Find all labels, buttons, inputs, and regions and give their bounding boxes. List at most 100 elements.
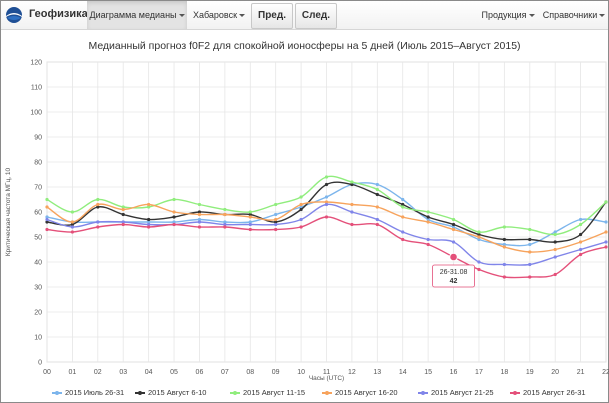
data-point[interactable]: [578, 217, 583, 222]
data-point[interactable]: [223, 207, 227, 212]
data-point[interactable]: [375, 192, 379, 197]
data-point[interactable]: [426, 215, 430, 219]
data-point[interactable]: [426, 210, 430, 214]
data-point[interactable]: [553, 230, 557, 234]
data-point[interactable]: [426, 242, 430, 247]
data-point[interactable]: [274, 202, 278, 207]
data-point[interactable]: [324, 175, 329, 179]
data-point[interactable]: [223, 212, 227, 217]
data-point[interactable]: [451, 217, 456, 222]
data-point[interactable]: [324, 200, 329, 204]
data-point[interactable]: [401, 215, 405, 219]
data-point[interactable]: [274, 222, 278, 227]
data-point[interactable]: [172, 220, 176, 224]
data-point[interactable]: [578, 252, 583, 257]
data-point[interactable]: [248, 222, 252, 227]
menu-station[interactable]: Хабаровск: [191, 1, 247, 29]
data-point[interactable]: [248, 220, 252, 224]
data-point[interactable]: [121, 205, 125, 209]
data-point[interactable]: [274, 220, 278, 224]
data-point[interactable]: [299, 207, 303, 212]
data-point[interactable]: [324, 182, 329, 187]
data-point[interactable]: [45, 205, 49, 209]
data-point[interactable]: [401, 197, 405, 202]
data-point[interactable]: [401, 202, 405, 207]
data-point[interactable]: [502, 262, 506, 267]
data-point[interactable]: [451, 240, 456, 244]
legend-item[interactable]: 2015 Июль 26-31: [52, 388, 124, 397]
data-point[interactable]: [248, 212, 252, 217]
data-point[interactable]: [197, 210, 202, 214]
data-point[interactable]: [299, 225, 303, 229]
legend-item[interactable]: 2015 Август 6-10: [135, 388, 206, 397]
data-point[interactable]: [604, 240, 608, 244]
data-point[interactable]: [121, 212, 125, 217]
data-point[interactable]: [96, 202, 100, 207]
data-point[interactable]: [426, 237, 430, 242]
data-point[interactable]: [477, 237, 481, 242]
data-point[interactable]: [578, 222, 583, 227]
data-point[interactable]: [324, 195, 329, 199]
data-point[interactable]: [502, 275, 506, 279]
data-point[interactable]: [553, 272, 557, 277]
data-point[interactable]: [401, 230, 405, 234]
menu-products[interactable]: Продукция: [479, 1, 537, 29]
data-point[interactable]: [299, 217, 303, 222]
data-point[interactable]: [223, 225, 227, 229]
data-point[interactable]: [477, 235, 481, 239]
data-point[interactable]: [502, 237, 506, 242]
data-point[interactable]: [147, 202, 151, 207]
data-point[interactable]: [274, 217, 278, 222]
data-point[interactable]: [96, 220, 100, 224]
data-point[interactable]: [299, 195, 303, 199]
legend-item[interactable]: 2015 Август 16-20: [322, 388, 398, 397]
data-point[interactable]: [197, 212, 202, 217]
data-point[interactable]: [477, 230, 481, 234]
data-point[interactable]: [553, 247, 557, 252]
menu-reference[interactable]: Справочники: [541, 1, 607, 29]
data-point[interactable]: [350, 210, 354, 214]
data-point[interactable]: [96, 205, 100, 209]
data-point[interactable]: [274, 227, 278, 232]
data-point[interactable]: [147, 205, 151, 209]
data-point[interactable]: [604, 230, 608, 234]
data-point[interactable]: [172, 210, 176, 214]
legend-item[interactable]: 2015 Август 21-25: [418, 388, 494, 397]
data-point[interactable]: [299, 205, 303, 209]
data-point[interactable]: [45, 220, 49, 224]
data-point[interactable]: [197, 217, 202, 222]
data-point[interactable]: [528, 275, 532, 279]
data-point[interactable]: [350, 180, 354, 184]
data-point[interactable]: [528, 242, 532, 247]
data-point[interactable]: [70, 230, 75, 234]
data-point[interactable]: [197, 225, 202, 229]
data-point[interactable]: [121, 220, 125, 224]
data-point[interactable]: [45, 227, 49, 232]
data-point[interactable]: [96, 197, 100, 202]
data-point[interactable]: [299, 202, 303, 207]
data-point[interactable]: [197, 202, 202, 207]
data-point[interactable]: [324, 202, 329, 207]
data-point[interactable]: [451, 225, 456, 229]
data-point[interactable]: [172, 215, 176, 219]
data-point[interactable]: [451, 227, 456, 232]
data-point[interactable]: [70, 210, 75, 214]
next-button[interactable]: След.: [295, 3, 337, 29]
data-point[interactable]: [147, 222, 151, 227]
data-point[interactable]: [604, 200, 608, 204]
menu-median-chart[interactable]: Диаграмма медианы: [87, 1, 187, 29]
data-point[interactable]: [70, 220, 75, 224]
data-point[interactable]: [45, 215, 49, 219]
data-point[interactable]: [578, 232, 583, 237]
data-point[interactable]: [502, 242, 506, 247]
data-point[interactable]: [451, 222, 456, 227]
data-point[interactable]: [528, 227, 532, 232]
data-point[interactable]: [70, 222, 75, 227]
legend-item[interactable]: 2015 Август 26-31: [510, 388, 586, 397]
data-point[interactable]: [172, 222, 176, 227]
brand-name[interactable]: Геофизика: [29, 8, 88, 20]
data-point[interactable]: [274, 212, 278, 217]
data-point[interactable]: [553, 232, 557, 237]
data-point[interactable]: [553, 240, 557, 244]
data-point[interactable]: [553, 255, 557, 259]
